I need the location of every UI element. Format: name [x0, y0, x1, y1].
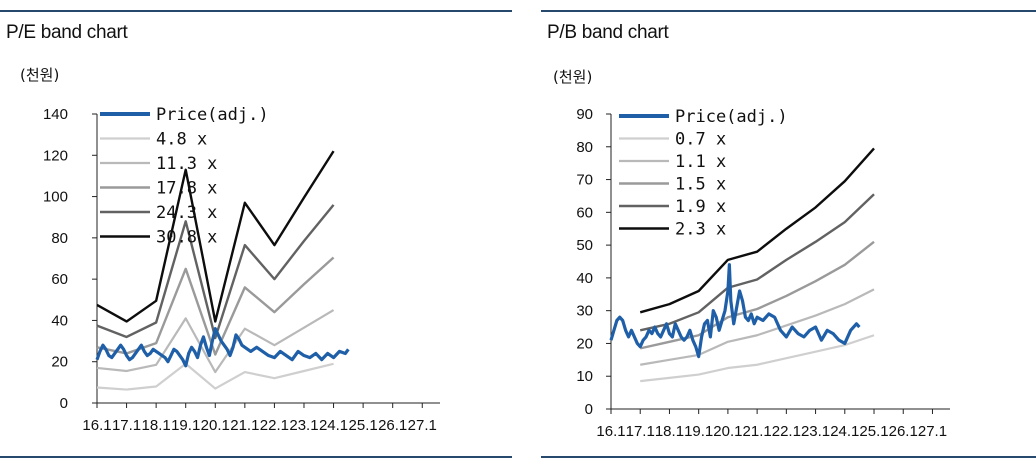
chart-title: P/E band chart — [6, 22, 128, 43]
x-tick-label: 27.1 — [408, 417, 437, 434]
band-line-1 — [96, 362, 334, 391]
x-tick-label: 17.1 — [626, 423, 655, 440]
legend-label: 11.3 x — [156, 154, 217, 174]
legend-label: 2.3 x — [675, 220, 726, 240]
x-tick-label: 16.1 — [82, 417, 111, 434]
y-tick-label: 50 — [576, 237, 593, 254]
bottom-rule — [0, 456, 512, 458]
x-tick-label: 19.1 — [171, 417, 200, 434]
band-line-2 — [640, 288, 875, 366]
top-rule — [541, 10, 1036, 12]
bottom-rule — [541, 456, 1036, 458]
unit-label: (천원) — [20, 66, 59, 84]
y-tick-label: 30 — [576, 303, 593, 320]
x-tick-label: 25.1 — [349, 417, 378, 434]
legend-label: 1.9 x — [675, 197, 726, 217]
price-line — [95, 327, 350, 368]
band-line-1 — [640, 334, 875, 383]
legend-label: 30.8 x — [156, 228, 217, 248]
band-line-4 — [96, 204, 335, 340]
y-tick-label: 0 — [60, 395, 68, 412]
y-tick-label: 80 — [51, 230, 68, 247]
band-line-4 — [639, 193, 875, 332]
y-tick-label: 0 — [585, 401, 593, 418]
legend-label: 24.3 x — [156, 203, 217, 223]
top-rule — [0, 10, 512, 12]
legend-label: 4.8 x — [156, 130, 207, 150]
band-line-5 — [96, 150, 335, 323]
x-tick-label: 23.1 — [289, 417, 318, 434]
pb-band-panel: P/B band chart (천원) 0 10 20 30 40 50 60 70 80 90 16… — [541, 0, 1036, 467]
x-tick-label: 16.1 — [596, 423, 625, 440]
y-tick-label: 10 — [576, 368, 593, 385]
y-tick-label: 40 — [576, 270, 593, 287]
y-tick-label: 140 — [43, 106, 68, 123]
x-tick-label: 23.1 — [801, 423, 830, 440]
x-tick-label: 24.1 — [319, 417, 348, 434]
pe-band-chart: (천원) 0 20 40 60 80 100 120 140 16.1 17.1 18.1 19.1 20… — [20, 66, 440, 434]
y-tick-label: 100 — [43, 189, 68, 206]
x-tick-label: 17.1 — [112, 417, 141, 434]
x-tick-label: 20.1 — [201, 417, 230, 434]
legend-label: 1.5 x — [675, 175, 726, 195]
y-tick-label: 60 — [576, 204, 593, 221]
unit-label: (천원) — [553, 68, 592, 86]
price-line — [609, 263, 861, 359]
x-tick-label: 21.1 — [230, 417, 259, 434]
x-tick-label: 21.1 — [743, 423, 772, 440]
pe-band-panel: P/E band chart (천원) 0 20 40 60 80 100 120 140 16.… — [0, 0, 512, 467]
legend-label: 17.8 x — [156, 179, 217, 199]
x-tick-label: 18.1 — [655, 423, 684, 440]
y-tick-label: 40 — [51, 312, 68, 329]
band-line-3 — [639, 240, 875, 350]
y-tick-label: 60 — [51, 271, 68, 288]
x-tick-label: 20.1 — [713, 423, 742, 440]
band-line-3 — [96, 256, 335, 356]
x-tick-label: 26.1 — [889, 423, 918, 440]
x-tick-label: 19.1 — [684, 423, 713, 440]
x-tick-label: 22.1 — [260, 417, 289, 434]
y-tick-label: 20 — [51, 354, 68, 371]
x-tick-label: 22.1 — [772, 423, 801, 440]
y-tick-label: 90 — [576, 106, 593, 123]
legend-label: 0.7 x — [675, 130, 726, 150]
y-tick-label: 70 — [576, 172, 593, 189]
band-line-2 — [96, 309, 335, 374]
x-tick-label: 25.1 — [859, 423, 888, 440]
band-line-5 — [639, 147, 875, 314]
chart-title: P/B band chart — [547, 22, 669, 43]
x-tick-label: 27.1 — [918, 423, 947, 440]
x-tick-label: 18.1 — [142, 417, 171, 434]
x-tick-label: 26.1 — [378, 417, 407, 434]
x-tick-label: 24.1 — [830, 423, 859, 440]
legend-label: Price(adj.) — [675, 107, 788, 127]
legend-label: 1.1 x — [675, 152, 726, 172]
y-tick-label: 20 — [576, 335, 593, 352]
y-tick-label: 120 — [43, 147, 68, 164]
legend-label: Price(adj.) — [156, 105, 269, 125]
y-tick-label: 80 — [576, 139, 593, 156]
